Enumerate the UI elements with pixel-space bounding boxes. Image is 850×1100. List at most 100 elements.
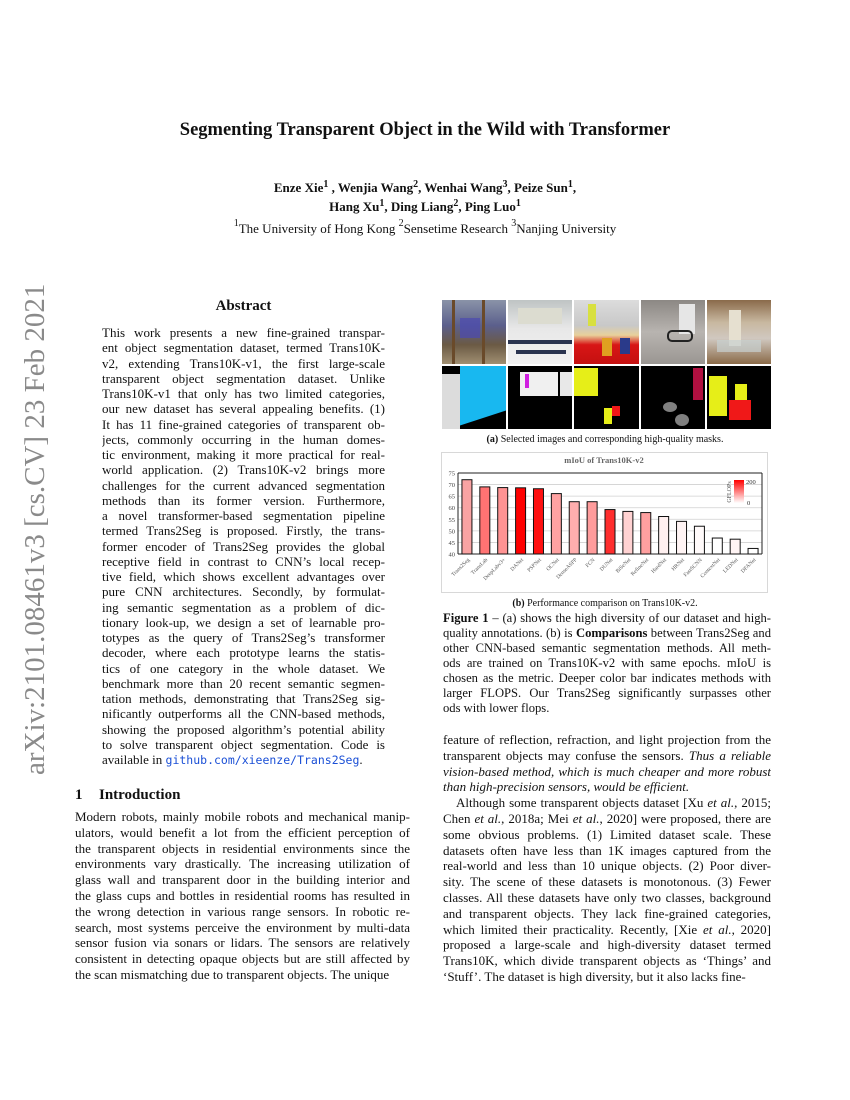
affiliation-marker: 3 bbox=[502, 179, 508, 190]
text-span: , bbox=[572, 180, 577, 195]
bar-deeplabv3 bbox=[497, 487, 509, 555]
bar-hardnet bbox=[658, 516, 670, 555]
text-line: the transparent objects in residential e… bbox=[75, 841, 410, 857]
text-span: the wrong detection in various range sen… bbox=[75, 903, 410, 919]
text-span: Figure 1 bbox=[443, 611, 489, 625]
bar-fcn bbox=[586, 501, 598, 555]
bar-dunet bbox=[604, 509, 616, 555]
bar-pspnet bbox=[532, 488, 544, 555]
text-span: chosen as the metric. Deeper color bar i… bbox=[443, 671, 771, 685]
text-span: tics of one category in the whole datase… bbox=[102, 660, 385, 676]
text-span: ing semantic segmentation as a problem o… bbox=[102, 599, 385, 615]
text-line: our new dataset has several appealing be… bbox=[102, 401, 385, 416]
text-span: sensor fusion via sonars or lidars. The … bbox=[75, 935, 410, 951]
text-line: vision-based method, which is much cheap… bbox=[443, 764, 771, 780]
sample-image-glass-wall bbox=[442, 300, 507, 364]
text-span: ods with lower flops. bbox=[443, 701, 550, 715]
subcaption-b: (b) Performance comparison on Trans10K-v… bbox=[420, 598, 790, 610]
text-line: larger FLOPS. Our Trans2Seg significantl… bbox=[443, 686, 771, 701]
bar-trans2seg bbox=[461, 479, 473, 555]
section-title: Introduction bbox=[99, 787, 181, 803]
text-span: , Wenjia Wang bbox=[328, 180, 414, 195]
bar-chart-miou: mIoU of Trans10K-v2 4045505560657075Tran… bbox=[441, 452, 768, 593]
text-line: and transparent objects. They lack fine-… bbox=[443, 906, 771, 922]
text-span: other CNN-based semantic segmentation me… bbox=[443, 641, 771, 655]
text-line: jects, commonly occurring in the human d… bbox=[102, 432, 385, 447]
text-span: , Peize Sun bbox=[507, 180, 568, 195]
text-span: datasets often have less than 1K images … bbox=[443, 842, 771, 858]
text-line: ods with lower flops. bbox=[443, 701, 771, 716]
text-line: (b) Performance comparison on Trans10K-v… bbox=[420, 598, 790, 610]
text-line: transparent objects may confuse the sens… bbox=[443, 748, 771, 764]
text-line: consistent in detecting opaque objects b… bbox=[75, 951, 410, 967]
colorbar-title: GFLOPs bbox=[727, 481, 733, 503]
introduction-text: Modern robots, mainly mobile robots and … bbox=[75, 809, 410, 983]
text-span: real-world and less than 10 unique objec… bbox=[443, 858, 771, 874]
text-line: showing the proposed algorithm’s potenti… bbox=[102, 722, 385, 737]
text-span: Trans10K, which divide transparent objec… bbox=[443, 953, 771, 969]
sample-image-table-bottles bbox=[574, 300, 639, 364]
colorbar-max-label: 200 bbox=[746, 479, 756, 486]
text-span: between Trans2Seg and bbox=[647, 626, 771, 640]
text-span: environments vary drastically. The incre… bbox=[75, 856, 410, 872]
text-line: totypes as the query of Trans2Seg’s tran… bbox=[102, 630, 385, 645]
bar-dfanet bbox=[747, 547, 759, 555]
affiliation-marker: 3 bbox=[511, 218, 517, 229]
bar-danet bbox=[515, 487, 527, 555]
bar-bisenet bbox=[622, 510, 634, 555]
text-span: sity. The scene of these datasets is mon… bbox=[443, 874, 771, 890]
chart-title: mIoU of Trans10K-v2 bbox=[564, 455, 644, 465]
bar-ocnet bbox=[550, 493, 562, 555]
text-span: termed Trans2Seg is proposed. Firstly, t… bbox=[102, 523, 385, 539]
text-line: feature of reflection, refraction, and l… bbox=[443, 732, 771, 748]
text-span: Nanjing University bbox=[516, 221, 617, 236]
right-column-text: feature of reflection, refraction, and l… bbox=[443, 732, 771, 985]
text-line: v2, extending Trans10K-v1, the first lar… bbox=[102, 356, 385, 371]
figure-1-caption: Figure 1 – (a) shows the high diversity … bbox=[443, 611, 771, 716]
y-tick-label: 50 bbox=[449, 528, 456, 535]
text-span: This work presents a new fine-grained tr… bbox=[102, 325, 385, 340]
affiliation-marker: 2 bbox=[453, 198, 459, 209]
sample-image-glass-cups bbox=[706, 300, 771, 364]
abstract-text: This work presents a new fine-grained tr… bbox=[102, 325, 385, 767]
affiliation-marker: 1 bbox=[233, 218, 239, 229]
y-tick-label: 75 bbox=[449, 471, 456, 478]
text-span: than high-precision sensors, would be ef… bbox=[443, 779, 690, 795]
text-span: Trans10K-v1 that only has two limited ca… bbox=[102, 386, 385, 401]
text-span: the scan mismatching due to transparent … bbox=[75, 966, 390, 982]
colorbar bbox=[734, 480, 744, 503]
text-span: , 2020] were proposed, there are bbox=[599, 810, 771, 826]
text-span: classes. All these datasets have only tw… bbox=[443, 889, 771, 905]
mask-lobby bbox=[508, 365, 573, 429]
text-span: transparent objects may confuse the sens… bbox=[443, 747, 689, 763]
text-span: Comparisons bbox=[576, 626, 648, 640]
text-line: tation methods, demonstrating that Trans… bbox=[102, 691, 385, 706]
text-span: search, most systems perceive the enviro… bbox=[75, 919, 410, 935]
text-line: to solve transparent object segmentation… bbox=[102, 737, 385, 752]
text-line: ods are trained on Trans10K-v2 with same… bbox=[443, 656, 771, 671]
section-heading-introduction: 1 Introduction bbox=[75, 787, 180, 804]
y-tick-label: 60 bbox=[449, 505, 456, 512]
text-span: and transparent objects. They lack fine-… bbox=[443, 905, 771, 921]
mask-glass-wall bbox=[442, 365, 507, 429]
arxiv-stamp: arXiv:2101.08461v3 [cs.CV] 23 Feb 2021 bbox=[19, 283, 51, 775]
text-line: tive field, which shows excellent advant… bbox=[102, 569, 385, 584]
text-line: sensor fusion via sonars or lidars. The … bbox=[75, 935, 410, 951]
text-span: et al. bbox=[707, 795, 735, 811]
text-span: larger FLOPS. Our Trans2Seg significantl… bbox=[443, 686, 771, 700]
affiliation-marker: 1 bbox=[379, 198, 385, 209]
text-span: available in bbox=[102, 752, 166, 767]
text-line: datasets often have less than 1K images … bbox=[443, 843, 771, 859]
code-link[interactable]: github.com/xieenze/Trans2Seg bbox=[165, 753, 360, 767]
text-span: proposed a large-scale and high-diversit… bbox=[443, 937, 771, 953]
text-line: chosen as the metric. Deeper color bar i… bbox=[443, 671, 771, 686]
text-span: receptive field in contrast to CNN’s loc… bbox=[102, 553, 385, 569]
text-span: showing the proposed algorithm’s potenti… bbox=[102, 721, 385, 737]
text-span: challenges for the current advanced segm… bbox=[102, 477, 385, 493]
text-line: Chen et al., 2018a; Mei et al., 2020] we… bbox=[443, 811, 771, 827]
text-span: , 2015; bbox=[734, 795, 771, 811]
text-span: Modern robots, mainly mobile robots and … bbox=[75, 809, 410, 824]
text-span: tionary look-up, we design a set of lear… bbox=[102, 614, 385, 630]
text-line: ent object segmentation dataset, termed … bbox=[102, 340, 385, 355]
text-span: to solve transparent object segmentation… bbox=[102, 736, 385, 752]
